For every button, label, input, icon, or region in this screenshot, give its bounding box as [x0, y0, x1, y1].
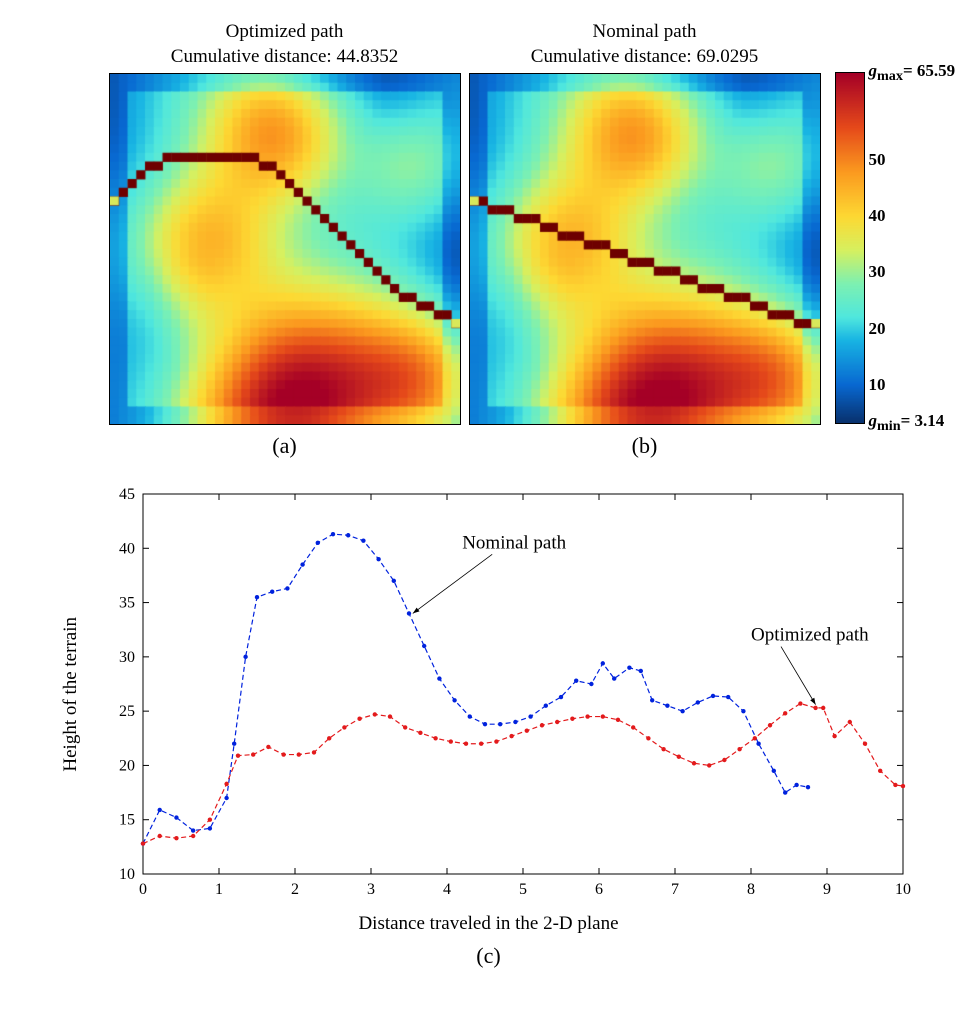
- heatmap-panel-a: Optimized path Cumulative distance: 44.8…: [109, 20, 461, 459]
- panel-a-title-line2: Cumulative distance: 44.8352: [171, 46, 398, 67]
- heatmap-b: [469, 73, 821, 425]
- panel-a-title-line1: Optimized path: [226, 21, 344, 42]
- svg-text:10: 10: [119, 866, 135, 883]
- panel-b-title-line1: Nominal path: [593, 21, 697, 42]
- colorbar-gmin: gmin= 3.14: [869, 411, 945, 435]
- line-chart-ylabel: Height of the terrain: [60, 617, 82, 772]
- svg-text:1: 1: [215, 881, 223, 898]
- figure-container: Optimized path Cumulative distance: 44.8…: [20, 20, 957, 969]
- svg-text:9: 9: [823, 881, 831, 898]
- panel-c-label: (c): [476, 943, 500, 969]
- line-chart-panel: Height of the terrain 012345678910101520…: [20, 479, 957, 969]
- colorbar-tick: 40: [869, 206, 886, 226]
- svg-text:0: 0: [139, 881, 147, 898]
- svg-text:40: 40: [119, 541, 135, 558]
- colorbar-tick: 50: [869, 150, 886, 170]
- colorbar-tick: 30: [869, 262, 886, 282]
- panel-a-title: Optimized path Cumulative distance: 44.8…: [171, 20, 398, 69]
- svg-text:35: 35: [119, 595, 135, 612]
- line-chart-xlabel: Distance traveled in the 2-D plane: [358, 913, 618, 935]
- heatmap-a: [109, 73, 461, 425]
- svg-text:20: 20: [119, 758, 135, 775]
- svg-text:6: 6: [595, 881, 603, 898]
- heatmap-panel-b: Nominal path Cumulative distance: 69.029…: [469, 20, 821, 459]
- svg-text:7: 7: [671, 881, 679, 898]
- svg-text:2: 2: [291, 881, 299, 898]
- svg-text:3: 3: [367, 881, 375, 898]
- panel-b-title: Nominal path Cumulative distance: 69.029…: [531, 20, 758, 69]
- svg-text:Nominal path: Nominal path: [462, 533, 566, 554]
- colorbar-tick: 20: [869, 319, 886, 339]
- colorbar: gmax= 65.59 gmin= 3.14 5040302010: [835, 72, 869, 424]
- colorbar-gmax: gmax= 65.59: [869, 61, 956, 85]
- svg-text:4: 4: [443, 881, 451, 898]
- colorbar-tick: 10: [869, 375, 886, 395]
- svg-text:Optimized path: Optimized path: [751, 625, 869, 646]
- svg-text:5: 5: [519, 881, 527, 898]
- svg-text:10: 10: [895, 881, 911, 898]
- panel-b-title-line2: Cumulative distance: 69.0295: [531, 46, 758, 67]
- svg-text:25: 25: [119, 704, 135, 721]
- svg-text:15: 15: [119, 812, 135, 829]
- panel-a-label: (a): [272, 433, 296, 459]
- colorbar-gradient: [835, 72, 865, 424]
- svg-text:30: 30: [119, 649, 135, 666]
- svg-text:8: 8: [747, 881, 755, 898]
- svg-text:45: 45: [119, 486, 135, 503]
- line-chart: 0123456789101015202530354045Nominal path…: [88, 479, 918, 909]
- top-row: Optimized path Cumulative distance: 44.8…: [20, 20, 957, 459]
- panel-b-label: (b): [632, 433, 658, 459]
